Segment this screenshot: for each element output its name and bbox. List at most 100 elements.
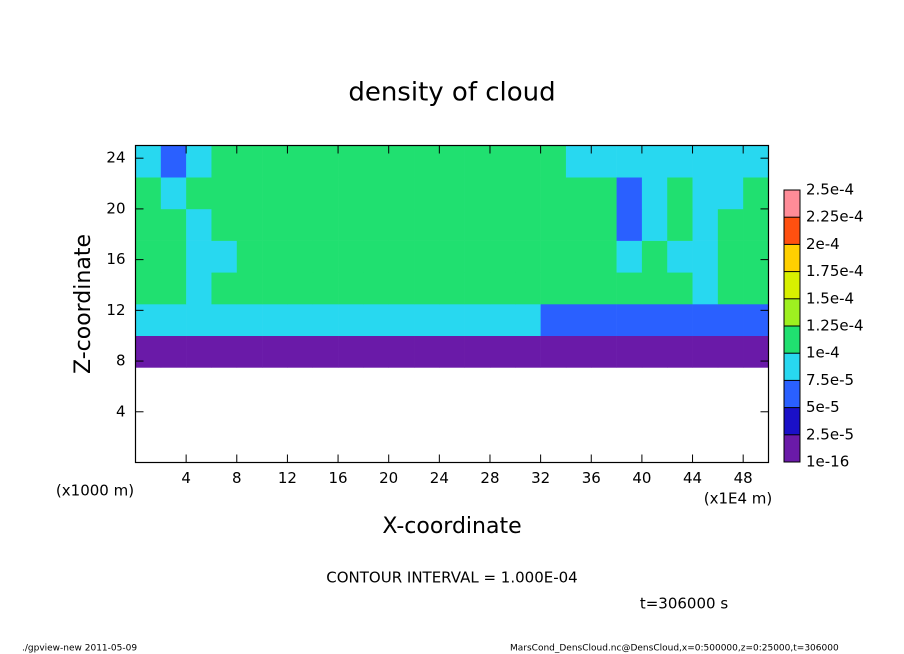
heatmap-cell xyxy=(186,272,212,305)
colorbar-band xyxy=(784,244,800,272)
heatmap-cell xyxy=(312,208,339,241)
heatmap-cell xyxy=(717,208,744,241)
heatmap-cell xyxy=(236,145,263,178)
heatmap-cell xyxy=(692,304,719,336)
heatmap-cell xyxy=(363,177,389,210)
heatmap-cell xyxy=(616,272,643,305)
heatmap-cell xyxy=(135,272,162,305)
heatmap-cell xyxy=(616,177,643,210)
heatmap-cell xyxy=(439,335,465,368)
heatmap-cell xyxy=(236,304,263,336)
heatmap-cell xyxy=(641,145,668,178)
heatmap-cell xyxy=(591,177,617,210)
heatmap-cell xyxy=(743,335,769,368)
heatmap-cell xyxy=(262,304,288,336)
heatmap-cell xyxy=(211,145,238,178)
x-axis-label: X-coordinate xyxy=(382,514,521,539)
heatmap-cell xyxy=(439,304,465,336)
heatmap-cell xyxy=(262,272,288,305)
heatmap-cell xyxy=(363,240,389,273)
colorbar-label: 7.5e-5 xyxy=(806,371,854,389)
colorbar-band xyxy=(784,434,800,462)
heatmap-cell xyxy=(388,240,415,273)
heatmap-cell xyxy=(515,208,541,241)
heatmap-cell xyxy=(388,304,415,336)
annotation: t=306000 s xyxy=(640,595,728,613)
heatmap-cell xyxy=(262,240,288,273)
heatmap-cell xyxy=(135,145,162,178)
heatmap-cell xyxy=(312,335,339,368)
heatmap-cell xyxy=(287,177,314,210)
heatmap-cell xyxy=(338,208,364,241)
heatmap-cell xyxy=(338,272,364,305)
heatmap-cell xyxy=(262,145,288,178)
x-unit-label: (x1E4 m) xyxy=(704,490,773,508)
heatmap-cell xyxy=(591,145,617,178)
heatmap-cell xyxy=(414,240,440,273)
heatmap-cell xyxy=(287,208,314,241)
heatmap-cell xyxy=(616,240,643,273)
heatmap-cell xyxy=(338,240,364,273)
heatmap-cell xyxy=(388,335,415,368)
heatmap-cell xyxy=(211,304,238,336)
heatmap-cell xyxy=(135,240,162,273)
heatmap-cell xyxy=(160,335,187,368)
x-tick-label: 12 xyxy=(278,469,297,487)
heatmap-cell xyxy=(641,208,668,241)
heatmap-cell xyxy=(616,304,643,336)
x-tick-label: 16 xyxy=(329,469,348,487)
heatmap-cell xyxy=(363,304,389,336)
colorbar-label: 1.25e-4 xyxy=(806,317,864,335)
x-tick-label: 44 xyxy=(683,469,702,487)
heatmap-cell xyxy=(515,304,541,336)
heatmap-cell xyxy=(692,272,719,305)
colorbar-band xyxy=(784,298,800,326)
heatmap-cell xyxy=(160,177,187,210)
heatmap-cell xyxy=(262,177,288,210)
heatmap-cell xyxy=(135,335,162,368)
heatmap-cell xyxy=(667,304,693,336)
heatmap-cell xyxy=(565,272,592,305)
heatmap-cell xyxy=(287,272,314,305)
heatmap-cell xyxy=(464,304,491,336)
heatmap-cell xyxy=(692,145,719,178)
heatmap-cell xyxy=(464,177,491,210)
heatmap-cell xyxy=(667,335,693,368)
heatmap-cell xyxy=(591,304,617,336)
heatmap-cell xyxy=(591,240,617,273)
heatmap-cell xyxy=(388,208,415,241)
heatmap-cell xyxy=(515,177,541,210)
heatmap-cell xyxy=(591,208,617,241)
heatmap-cell xyxy=(717,177,744,210)
heatmap-cell xyxy=(591,272,617,305)
heatmap-cell xyxy=(160,272,187,305)
colorbar-label: 2.25e-4 xyxy=(806,208,864,226)
heatmap-cell xyxy=(489,240,516,273)
colorbar-band xyxy=(784,217,800,245)
heatmap-cell xyxy=(565,335,592,368)
heatmap-cell xyxy=(540,335,567,368)
heatmap-cell xyxy=(743,304,769,336)
heatmap-cell xyxy=(287,335,314,368)
x-tick-label: 24 xyxy=(430,469,449,487)
heatmap-cell xyxy=(667,177,693,210)
heatmap-cell xyxy=(489,304,516,336)
heatmap-cell xyxy=(338,304,364,336)
heatmap-cell xyxy=(186,208,212,241)
heatmap-cell xyxy=(464,208,491,241)
colorbar-label: 2.5e-4 xyxy=(806,181,854,199)
heatmap-cell xyxy=(363,272,389,305)
heatmap-cell xyxy=(489,335,516,368)
heatmap-cell xyxy=(515,335,541,368)
heatmap-cell xyxy=(186,240,212,273)
colorbar-band xyxy=(784,271,800,299)
heatmap-cell xyxy=(540,145,567,178)
y-tick-label: 4 xyxy=(116,402,126,420)
x-tick-label: 4 xyxy=(181,469,191,487)
y-tick-label: 16 xyxy=(106,250,125,268)
colorbar-band xyxy=(784,326,800,354)
heatmap-cell xyxy=(464,335,491,368)
heatmap-cell xyxy=(717,240,744,273)
x-tick-label: 20 xyxy=(379,469,398,487)
colorbar-band xyxy=(784,407,800,435)
